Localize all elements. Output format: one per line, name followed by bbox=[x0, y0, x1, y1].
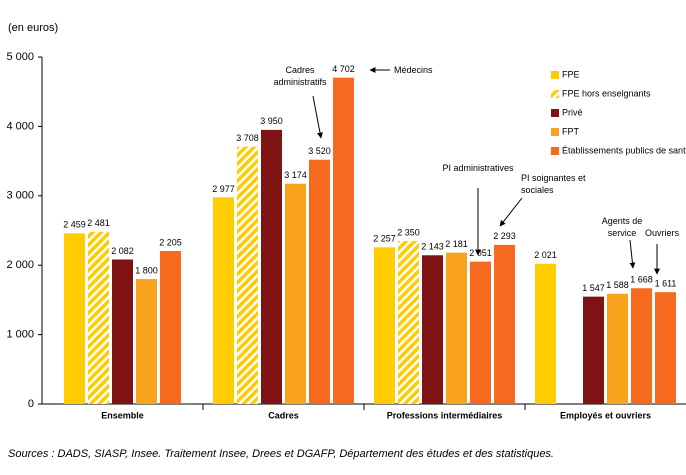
y-tick-label: 2 000 bbox=[6, 259, 34, 271]
bar bbox=[64, 233, 85, 404]
value-label: 2 021 bbox=[534, 250, 557, 260]
value-label: 3 520 bbox=[308, 146, 331, 156]
y-tick-label: 1 000 bbox=[6, 329, 34, 341]
bar bbox=[583, 296, 604, 404]
annotation: Cadres administratifs bbox=[273, 65, 327, 87]
annotation-arrow bbox=[629, 239, 636, 269]
x-tick-label: Employés et ouvriers bbox=[560, 410, 651, 420]
bar bbox=[374, 247, 395, 404]
source: Sources : DADS, SIASP, Insee. Traitement… bbox=[8, 448, 554, 460]
bar bbox=[309, 159, 330, 404]
legend-swatch bbox=[551, 71, 559, 79]
value-label: 3 950 bbox=[260, 116, 283, 126]
y-tick-label: 5 000 bbox=[6, 51, 34, 63]
legend-swatch bbox=[551, 90, 559, 98]
legend-label: FPE hors enseignants bbox=[562, 88, 651, 98]
value-label: 1 588 bbox=[606, 280, 629, 290]
value-label: 2 257 bbox=[373, 234, 396, 244]
legend-swatch bbox=[551, 147, 559, 155]
bar bbox=[535, 263, 556, 404]
value-label: 2 977 bbox=[212, 184, 235, 194]
bar bbox=[160, 250, 181, 404]
bar bbox=[446, 252, 467, 404]
bar bbox=[261, 129, 282, 404]
value-label: 2 459 bbox=[63, 220, 86, 230]
value-label: 2 481 bbox=[87, 218, 110, 228]
legend-swatch bbox=[551, 109, 559, 117]
annotation: PI administratives bbox=[442, 163, 514, 173]
y-tick-label: 3 000 bbox=[6, 190, 34, 202]
bar bbox=[398, 240, 419, 404]
bar bbox=[333, 77, 354, 404]
y-tick-label: 4 000 bbox=[6, 120, 34, 132]
bar bbox=[422, 255, 443, 404]
y-tick-label: 0 bbox=[28, 398, 34, 410]
annotation-arrow bbox=[499, 197, 523, 227]
bar bbox=[213, 197, 234, 404]
annotation: Ouvriers bbox=[644, 228, 679, 238]
bar bbox=[136, 279, 157, 404]
legend-label: Privé bbox=[562, 107, 583, 117]
value-label: 1 611 bbox=[655, 279, 677, 289]
bar bbox=[494, 244, 515, 404]
value-label: 2 143 bbox=[421, 242, 444, 252]
value-label: 2 350 bbox=[397, 227, 420, 237]
value-label: 1 800 bbox=[135, 265, 158, 275]
value-label: 3 174 bbox=[284, 170, 307, 180]
bar bbox=[112, 259, 133, 404]
annotation: PI soignantes et sociales bbox=[521, 173, 586, 195]
bar bbox=[285, 183, 306, 404]
annotation-arrow bbox=[312, 95, 323, 139]
x-tick-label: Cadres bbox=[268, 410, 299, 420]
value-label: 2 293 bbox=[493, 231, 516, 241]
value-label: 2 051 bbox=[469, 248, 492, 258]
legend-swatch bbox=[551, 128, 559, 136]
legend-label: Établissements publics de santé bbox=[562, 145, 686, 155]
annotation: Médecins bbox=[394, 65, 433, 75]
legend-label: FPE bbox=[562, 69, 580, 79]
bar bbox=[631, 288, 652, 404]
value-label: 4 702 bbox=[332, 64, 355, 74]
x-tick-label: Ensemble bbox=[101, 410, 144, 420]
value-label: 2 082 bbox=[111, 246, 134, 256]
chart-title: (en euros) bbox=[8, 22, 59, 34]
bar bbox=[88, 231, 109, 404]
value-label: 1 547 bbox=[582, 283, 605, 293]
bar bbox=[655, 292, 676, 404]
value-label: 2 181 bbox=[445, 239, 468, 249]
x-tick-label: Professions intermédiaires bbox=[387, 410, 503, 420]
value-label: 1 668 bbox=[630, 275, 653, 285]
value-label: 3 708 bbox=[236, 133, 259, 143]
value-label: 2 205 bbox=[159, 237, 182, 247]
bar bbox=[237, 146, 258, 404]
annotation: Agents de service bbox=[601, 216, 643, 238]
legend-label: FPT bbox=[562, 126, 580, 136]
bar bbox=[470, 261, 491, 404]
bar bbox=[607, 293, 628, 404]
